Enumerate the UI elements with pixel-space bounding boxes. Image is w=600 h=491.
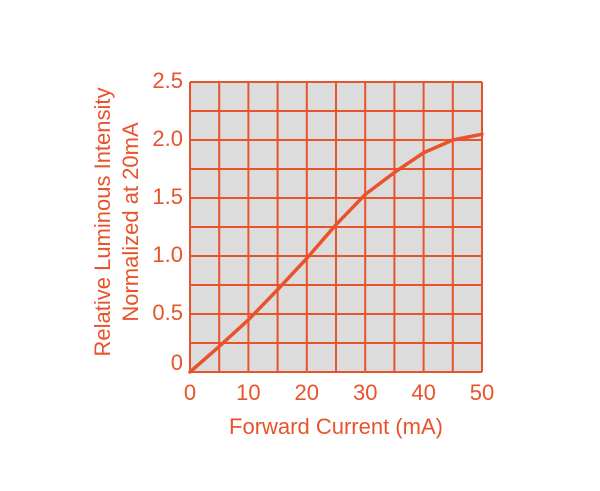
data-line	[188, 132, 484, 374]
y-tick-label: 1.0	[152, 242, 183, 267]
y-tick-label: 0	[171, 350, 183, 375]
y-tick-label: 1.5	[152, 184, 183, 209]
x-tick-label: 30	[353, 380, 377, 405]
y-axis-label: Normalized at 20mA	[118, 122, 143, 322]
y-axis-label: Relative Luminous Intensity	[90, 87, 115, 356]
x-axis-label: Forward Current (mA)	[229, 414, 443, 439]
x-tick-label: 50	[470, 380, 494, 405]
x-tick-label: 20	[295, 380, 319, 405]
x-tick-label: 40	[411, 380, 435, 405]
y-tick-label: 2.0	[152, 126, 183, 151]
x-tick-label: 0	[184, 380, 196, 405]
y-tick-label: 0.5	[152, 300, 183, 325]
x-tick-label: 10	[236, 380, 260, 405]
y-tick-label: 2.5	[152, 68, 183, 93]
